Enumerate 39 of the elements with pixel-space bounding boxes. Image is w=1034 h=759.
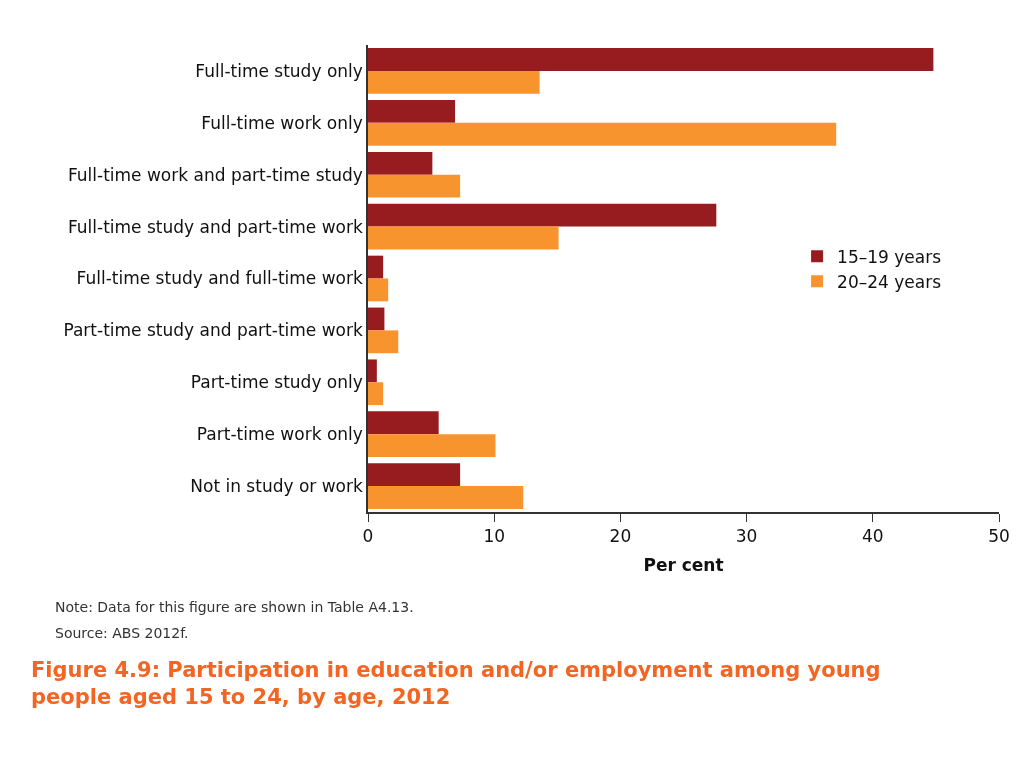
bar (368, 151, 433, 175)
x-tick-label: 40 (861, 526, 884, 547)
legend-label: 15–19 years (837, 246, 942, 267)
x-tick-label: 10 (483, 526, 506, 547)
source-note: Source: ABS 2012f. (55, 625, 189, 641)
x-tick-label: 20 (609, 526, 632, 547)
y-tick-label: Full-time study only (195, 60, 363, 81)
bar (368, 434, 496, 457)
bar (368, 278, 389, 302)
bar (368, 122, 837, 146)
x-tick-label: 0 (362, 526, 374, 547)
bar (368, 330, 399, 354)
y-tick-label: Part-time study and part-time work (63, 320, 363, 341)
y-tick-label: Not in study or work (190, 476, 363, 497)
legend-label: 20–24 years (837, 271, 942, 292)
bar (368, 226, 559, 250)
y-tick-label: Full-time study and part-time work (67, 216, 363, 237)
y-tick-label: Full-time work and part-time study (67, 164, 363, 185)
bar (368, 100, 456, 123)
x-axis-title: Per cent (643, 555, 724, 576)
x-tick-label: 50 (988, 526, 1010, 547)
bar (368, 486, 524, 509)
bar (368, 359, 377, 383)
bar (368, 174, 461, 198)
bar (368, 463, 461, 487)
bar (368, 255, 384, 279)
bar (368, 48, 934, 71)
y-tick-label: Full-time study and full-time work (76, 268, 363, 289)
bar (368, 203, 717, 227)
y-tick-label: Part-time work only (196, 424, 363, 445)
bar (368, 307, 385, 331)
bar (368, 70, 540, 94)
x-tick-label: 30 (735, 526, 758, 547)
text: Note: Data for this figure are shown in Table A4.13. (55, 599, 414, 615)
y-tick-label: Part-time study only (190, 372, 363, 393)
text: Figure 4.9: Participation in education and/or employment among young people aged 15 to 24, by age, 2012 (31, 658, 881, 710)
y-tick-label: Full-time work only (201, 112, 363, 133)
bar (368, 382, 384, 406)
bar (368, 411, 439, 435)
